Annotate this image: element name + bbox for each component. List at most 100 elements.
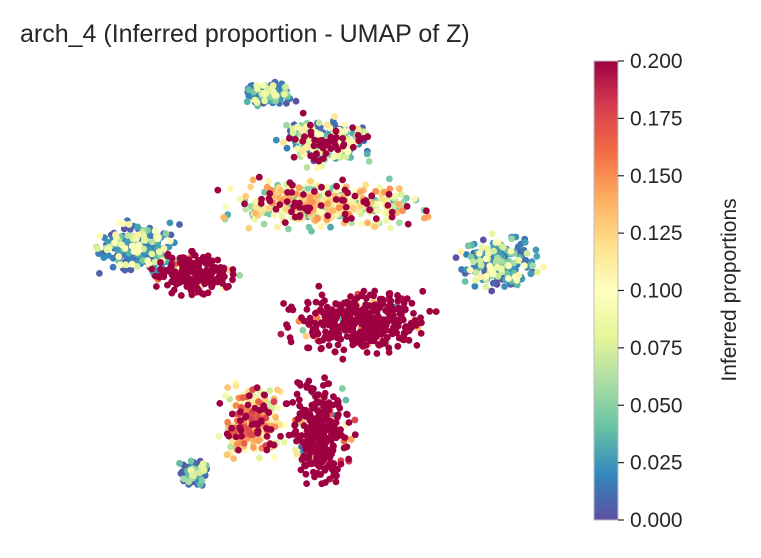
scatter-point	[324, 190, 332, 198]
colorbar-tick-label: 0.175	[630, 107, 683, 130]
scatter-point	[303, 480, 310, 487]
scatter-point	[251, 96, 259, 104]
scatter-point	[508, 235, 515, 243]
scatter-point	[359, 135, 367, 142]
scatter-point	[352, 302, 360, 310]
scatter-point	[236, 195, 244, 203]
scatter-point	[194, 258, 202, 265]
scatter-point	[405, 336, 413, 344]
scatter-point	[223, 451, 231, 459]
scatter-point	[259, 82, 267, 89]
scatter-point	[330, 442, 337, 450]
scatter-point	[229, 266, 237, 273]
scatter-point	[494, 238, 502, 246]
scatter-point	[349, 143, 357, 151]
scatter-point	[177, 470, 185, 477]
scatter-point	[332, 300, 340, 308]
scatter-point	[324, 212, 332, 220]
scatter-point	[372, 215, 380, 223]
scatter-point	[176, 459, 183, 467]
scatter-point	[394, 292, 401, 299]
scatter-point	[321, 411, 329, 419]
scatter-point	[261, 188, 268, 196]
scatter-point	[230, 455, 238, 462]
scatter-point	[487, 264, 495, 272]
scatter-point	[192, 281, 200, 289]
scatter-point	[408, 299, 416, 307]
scatter-point	[339, 135, 347, 142]
scatter-point	[323, 437, 330, 445]
scatter-point	[318, 183, 325, 191]
scatter-point	[263, 446, 271, 454]
scatter-point	[266, 440, 274, 448]
scatter-point	[470, 258, 477, 266]
scatter-point	[318, 444, 326, 452]
scatter-point	[283, 321, 290, 329]
scatter-point	[209, 263, 216, 270]
scatter-point	[200, 269, 208, 277]
scatter-point	[325, 406, 333, 414]
scatter-point	[533, 252, 541, 260]
scatter-point	[214, 186, 222, 194]
scatter-point	[464, 242, 472, 250]
scatter-point	[492, 258, 500, 266]
scatter-point	[319, 321, 327, 329]
scatter-point	[317, 131, 324, 139]
scatter-point	[280, 139, 287, 146]
scatter-point	[283, 198, 291, 206]
scatter-point	[515, 256, 523, 264]
scatter-point	[461, 278, 469, 285]
scatter-point	[225, 282, 232, 290]
scatter-point	[290, 202, 297, 210]
scatter-point	[221, 273, 228, 280]
scatter-point	[399, 207, 406, 215]
scatter-point	[527, 270, 535, 278]
scatter-point	[274, 223, 281, 231]
scatter-point	[363, 200, 371, 208]
scatter-point	[315, 282, 323, 290]
scatter-point	[510, 259, 517, 267]
scatter-point	[396, 316, 404, 324]
scatter-point	[471, 282, 479, 290]
scatter-point	[387, 224, 394, 232]
scatter-point	[96, 232, 104, 240]
scatter-point	[318, 344, 325, 352]
scatter-point	[421, 214, 428, 222]
scatter-point	[171, 268, 179, 275]
scatter-point	[309, 325, 317, 333]
scatter-point	[258, 417, 265, 425]
scatter-point	[432, 308, 440, 315]
scatter-point	[349, 124, 356, 131]
scatter-point	[457, 248, 465, 256]
colorbar-tick-label: 0.200	[630, 50, 683, 73]
scatter-point	[402, 329, 410, 336]
scatter-point	[327, 133, 335, 141]
scatter-point	[315, 119, 323, 127]
scatter-point	[253, 384, 261, 392]
scatter-point	[125, 221, 133, 228]
scatter-point	[280, 439, 288, 446]
scatter-point	[298, 314, 305, 322]
scatter-point	[281, 219, 289, 227]
scatter-point	[321, 374, 328, 382]
scatter-point	[305, 223, 313, 231]
scatter-point	[329, 321, 337, 328]
scatter-point	[322, 315, 329, 323]
scatter-point	[328, 329, 335, 337]
scatter-point	[388, 208, 396, 216]
scatter-point	[229, 271, 237, 278]
scatter-point	[334, 433, 341, 440]
scatter-point	[320, 393, 328, 401]
scatter-point	[289, 399, 297, 406]
scatter-point	[300, 191, 307, 198]
scatter-point	[452, 254, 460, 261]
colorbar-tick-label: 0.100	[630, 280, 683, 303]
scatter-point	[361, 314, 368, 322]
scatter-point	[246, 392, 253, 400]
scatter-point	[184, 257, 192, 265]
scatter-point	[255, 437, 263, 444]
scatter-point	[276, 201, 284, 209]
scatter-point	[265, 177, 272, 185]
scatter-point	[272, 136, 280, 144]
scatter-point	[265, 204, 273, 212]
